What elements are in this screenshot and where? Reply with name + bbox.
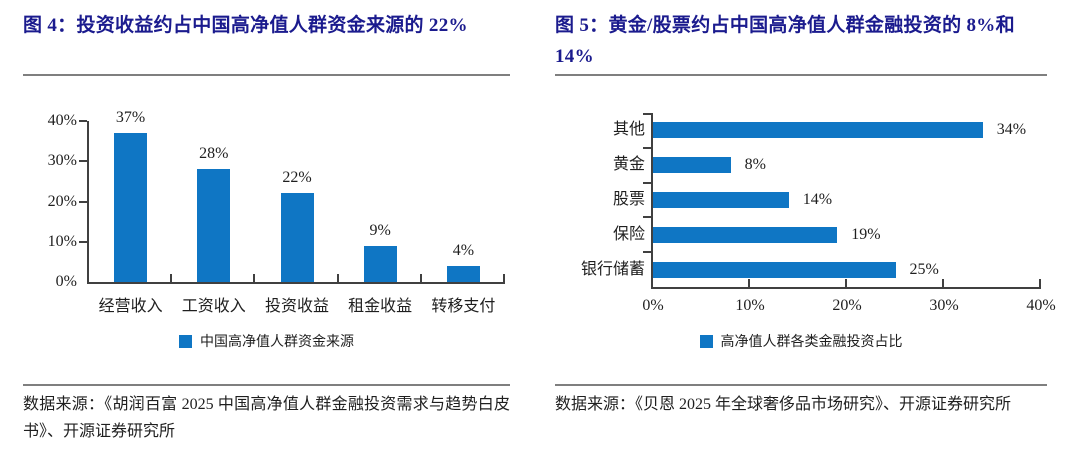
legend-swatch-icon <box>699 334 713 348</box>
y-axis-tick <box>79 160 87 163</box>
figure-5-panel: 图 5：黄金/股票约占中国高净值人群金融投资的 8%和 14% 34% 其他 8% 黄… <box>555 0 1056 455</box>
figure-4-header: 图 4：投资收益约占中国高净值人群资金来源的 22% <box>23 0 510 76</box>
y-axis-tick <box>643 146 651 149</box>
x-axis-tick <box>419 274 422 282</box>
x-axis-tick <box>845 279 847 287</box>
x-axis-tick-label: 0% <box>642 297 664 314</box>
figure-4-legend-label: 中国高净值人群资金来源 <box>200 335 354 350</box>
figure-5-bar-chart: 34% 其他 8% 黄金 14% 股票 19% 保险 25% 银行储蓄 0% 10% 20% 30% 40% <box>581 113 1056 314</box>
value-label: 25% <box>909 260 939 278</box>
y-axis-tick-label: 10% <box>47 232 77 250</box>
value-label: 37% <box>115 109 146 127</box>
figure-4-bar-chart: 37% 经营收入 28% 工资收入 22% 投资收益 9% 租金收益 4% 转移支付 0% 10% 20… <box>48 109 505 315</box>
y-axis-tick-label: 30% <box>47 152 77 170</box>
y-axis-tick-label: 0% <box>55 273 77 290</box>
x-axis-tick-label: 40% <box>1026 297 1056 314</box>
x-axis-tick-label: 20% <box>832 297 862 314</box>
figure-5-legend: 高净值人群各类金融投资占比 <box>555 331 1047 351</box>
value-label: 34% <box>996 121 1027 139</box>
category-label: 转移支付 <box>431 298 496 315</box>
category-label: 黄金 <box>612 156 645 174</box>
value-label: 28% <box>199 145 229 163</box>
category-label: 租金收益 <box>348 298 413 315</box>
value-label: 14% <box>802 191 833 208</box>
bar-转移支付 <box>446 265 480 282</box>
category-label: 工资收入 <box>181 298 246 315</box>
y-axis-tick <box>79 200 87 203</box>
value-label: 22% <box>282 169 312 187</box>
figure-4-panel: 图 4：投资收益约占中国高净值人群资金来源的 22% 37% 经营收入 28% 工资收… <box>23 0 510 455</box>
bar-黄金 <box>653 157 731 174</box>
figure-5-header: 图 5：黄金/股票约占中国高净值人群金融投资的 8%和 14% <box>555 0 1047 76</box>
bar-工资收入 <box>197 169 231 282</box>
x-axis-tick <box>170 274 173 282</box>
figure-5-source-note: 数据来源：《贝恩 2025 年全球奢侈品市场研究》、开源证券研究所 <box>555 384 1047 418</box>
bar-经营收入 <box>114 133 148 282</box>
x-axis-tick <box>253 274 256 282</box>
figure-4-source-note: 数据来源：《胡润百富 2025 中国高净值人群金融投资需求与趋势白皮书》、开源证… <box>23 384 510 445</box>
figure-5-title: 图 5：黄金/股票约占中国高净值人群金融投资的 8%和 14% <box>555 15 1015 67</box>
y-axis-tick <box>643 216 651 219</box>
bar-银行储蓄 <box>653 261 896 278</box>
x-axis-tick <box>748 279 750 287</box>
x-axis-tick-label: 10% <box>735 297 765 314</box>
category-label: 经营收入 <box>98 298 163 315</box>
bar-租金收益 <box>363 245 397 282</box>
x-axis-tick <box>336 274 339 282</box>
x-axis-tick <box>1039 279 1041 287</box>
figure-4-title: 图 4：投资收益约占中国高净值人群资金来源的 22% <box>23 15 468 36</box>
y-axis-tick <box>79 240 87 243</box>
category-label: 银行储蓄 <box>580 260 645 278</box>
value-label: 4% <box>452 241 475 259</box>
y-axis-tick-label: 20% <box>47 192 77 210</box>
figure-4-legend: 中国高净值人群资金来源 <box>23 331 510 351</box>
figure-5-legend-label: 高净值人群各类金融投资占比 <box>720 335 903 350</box>
category-label: 投资收益 <box>264 298 329 315</box>
category-label: 其他 <box>612 121 645 139</box>
bar-股票 <box>653 192 789 208</box>
y-axis-tick <box>643 251 651 254</box>
legend-swatch-icon <box>179 334 192 348</box>
y-axis-tick <box>79 120 87 122</box>
x-axis-tick-label: 30% <box>929 297 959 314</box>
category-label: 股票 <box>612 191 645 208</box>
y-axis-tick-label: 40% <box>47 112 77 129</box>
value-label: 8% <box>744 156 766 174</box>
bar-投资收益 <box>280 193 314 282</box>
value-label: 19% <box>851 225 881 243</box>
bar-其他 <box>653 122 983 139</box>
y-axis-tick <box>643 181 651 184</box>
value-label: 9% <box>369 221 391 239</box>
category-label: 保险 <box>612 225 645 243</box>
x-axis-tick <box>942 279 944 287</box>
x-axis-tick <box>503 274 505 282</box>
y-axis-tick <box>643 113 651 115</box>
bar-保险 <box>653 226 838 243</box>
